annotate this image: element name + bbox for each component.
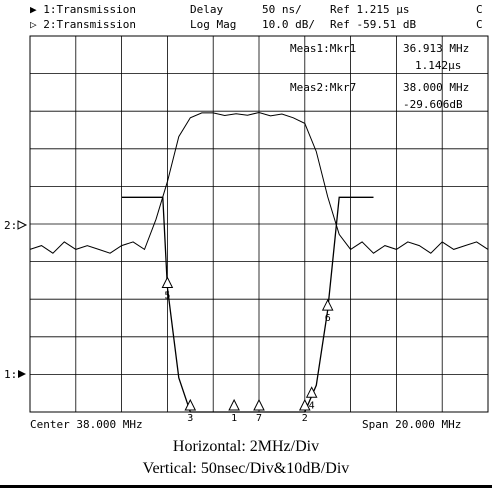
meas1-label: Meas1:Mkr1 xyxy=(290,42,356,55)
traces xyxy=(29,111,489,413)
ch2-scale: 10.0 dB/ xyxy=(262,18,315,31)
ch2-name: ▷ 2:Transmission xyxy=(30,18,136,31)
meas2-label: Meas2:Mkr7 xyxy=(290,81,356,94)
ref-arrow-ch1-icon xyxy=(18,370,26,378)
ref-marker-ch2: 2: xyxy=(4,219,17,232)
marker-1-icon xyxy=(228,398,240,411)
horizontal-scale-caption: Horizontal: 2MHz/Div xyxy=(172,438,320,455)
vertical-scale-caption: Vertical: 50nsec/Div&10dB/Div xyxy=(142,460,350,477)
marker-7-icon xyxy=(253,398,265,411)
trace-1 xyxy=(121,196,374,413)
ch1-format: Delay xyxy=(190,3,223,16)
ref-marker-ch1: 1: xyxy=(4,368,17,381)
meas1-freq: 36.913 MHz xyxy=(403,42,469,55)
ref-arrow-ch2-icon xyxy=(17,220,28,230)
marker-4-label: 4 xyxy=(309,400,315,411)
span-frequency: Span 20.000 MHz xyxy=(362,418,461,431)
ch1-scale: 50 ns/ xyxy=(262,3,302,16)
ch2-format: Log Mag xyxy=(190,18,236,31)
marker-symbols: 1 2 3 4 5 6 7 xyxy=(161,276,334,424)
marker-1-label: 1 xyxy=(231,413,237,424)
ch1-flag: C xyxy=(476,3,483,16)
ch2-flag: C xyxy=(476,18,483,31)
marker-6-label: 6 xyxy=(325,313,331,324)
marker-2-icon xyxy=(298,398,311,411)
marker-3-label: 3 xyxy=(187,413,193,424)
analyzer-plot: 1 2 3 4 5 6 7 ▶ 1:Transmission Delay 50 ns/ Re… xyxy=(4,3,489,431)
marker-2-label: 2 xyxy=(302,413,308,424)
marker-4-icon xyxy=(305,386,318,398)
marker-6-icon xyxy=(321,298,334,311)
meas2-freq: 38.000 MHz xyxy=(403,81,469,94)
meas2-value: -29.606dB xyxy=(403,98,463,111)
marker-5-label: 5 xyxy=(164,291,170,302)
marker-7-label: 7 xyxy=(256,413,262,424)
ch2-ref: Ref -59.51 dB xyxy=(330,18,416,31)
meas1-value: 1.142μs xyxy=(415,59,461,72)
center-frequency: Center 38.000 MHz xyxy=(30,418,143,431)
trace-2 xyxy=(29,111,489,254)
marker-3-icon xyxy=(184,398,197,411)
ch1-name: ▶ 1:Transmission xyxy=(30,3,136,16)
grid xyxy=(29,35,489,413)
bottom-rule xyxy=(0,485,492,488)
ch1-ref: Ref 1.215 μs xyxy=(330,3,409,16)
marker-5-icon xyxy=(161,276,174,289)
